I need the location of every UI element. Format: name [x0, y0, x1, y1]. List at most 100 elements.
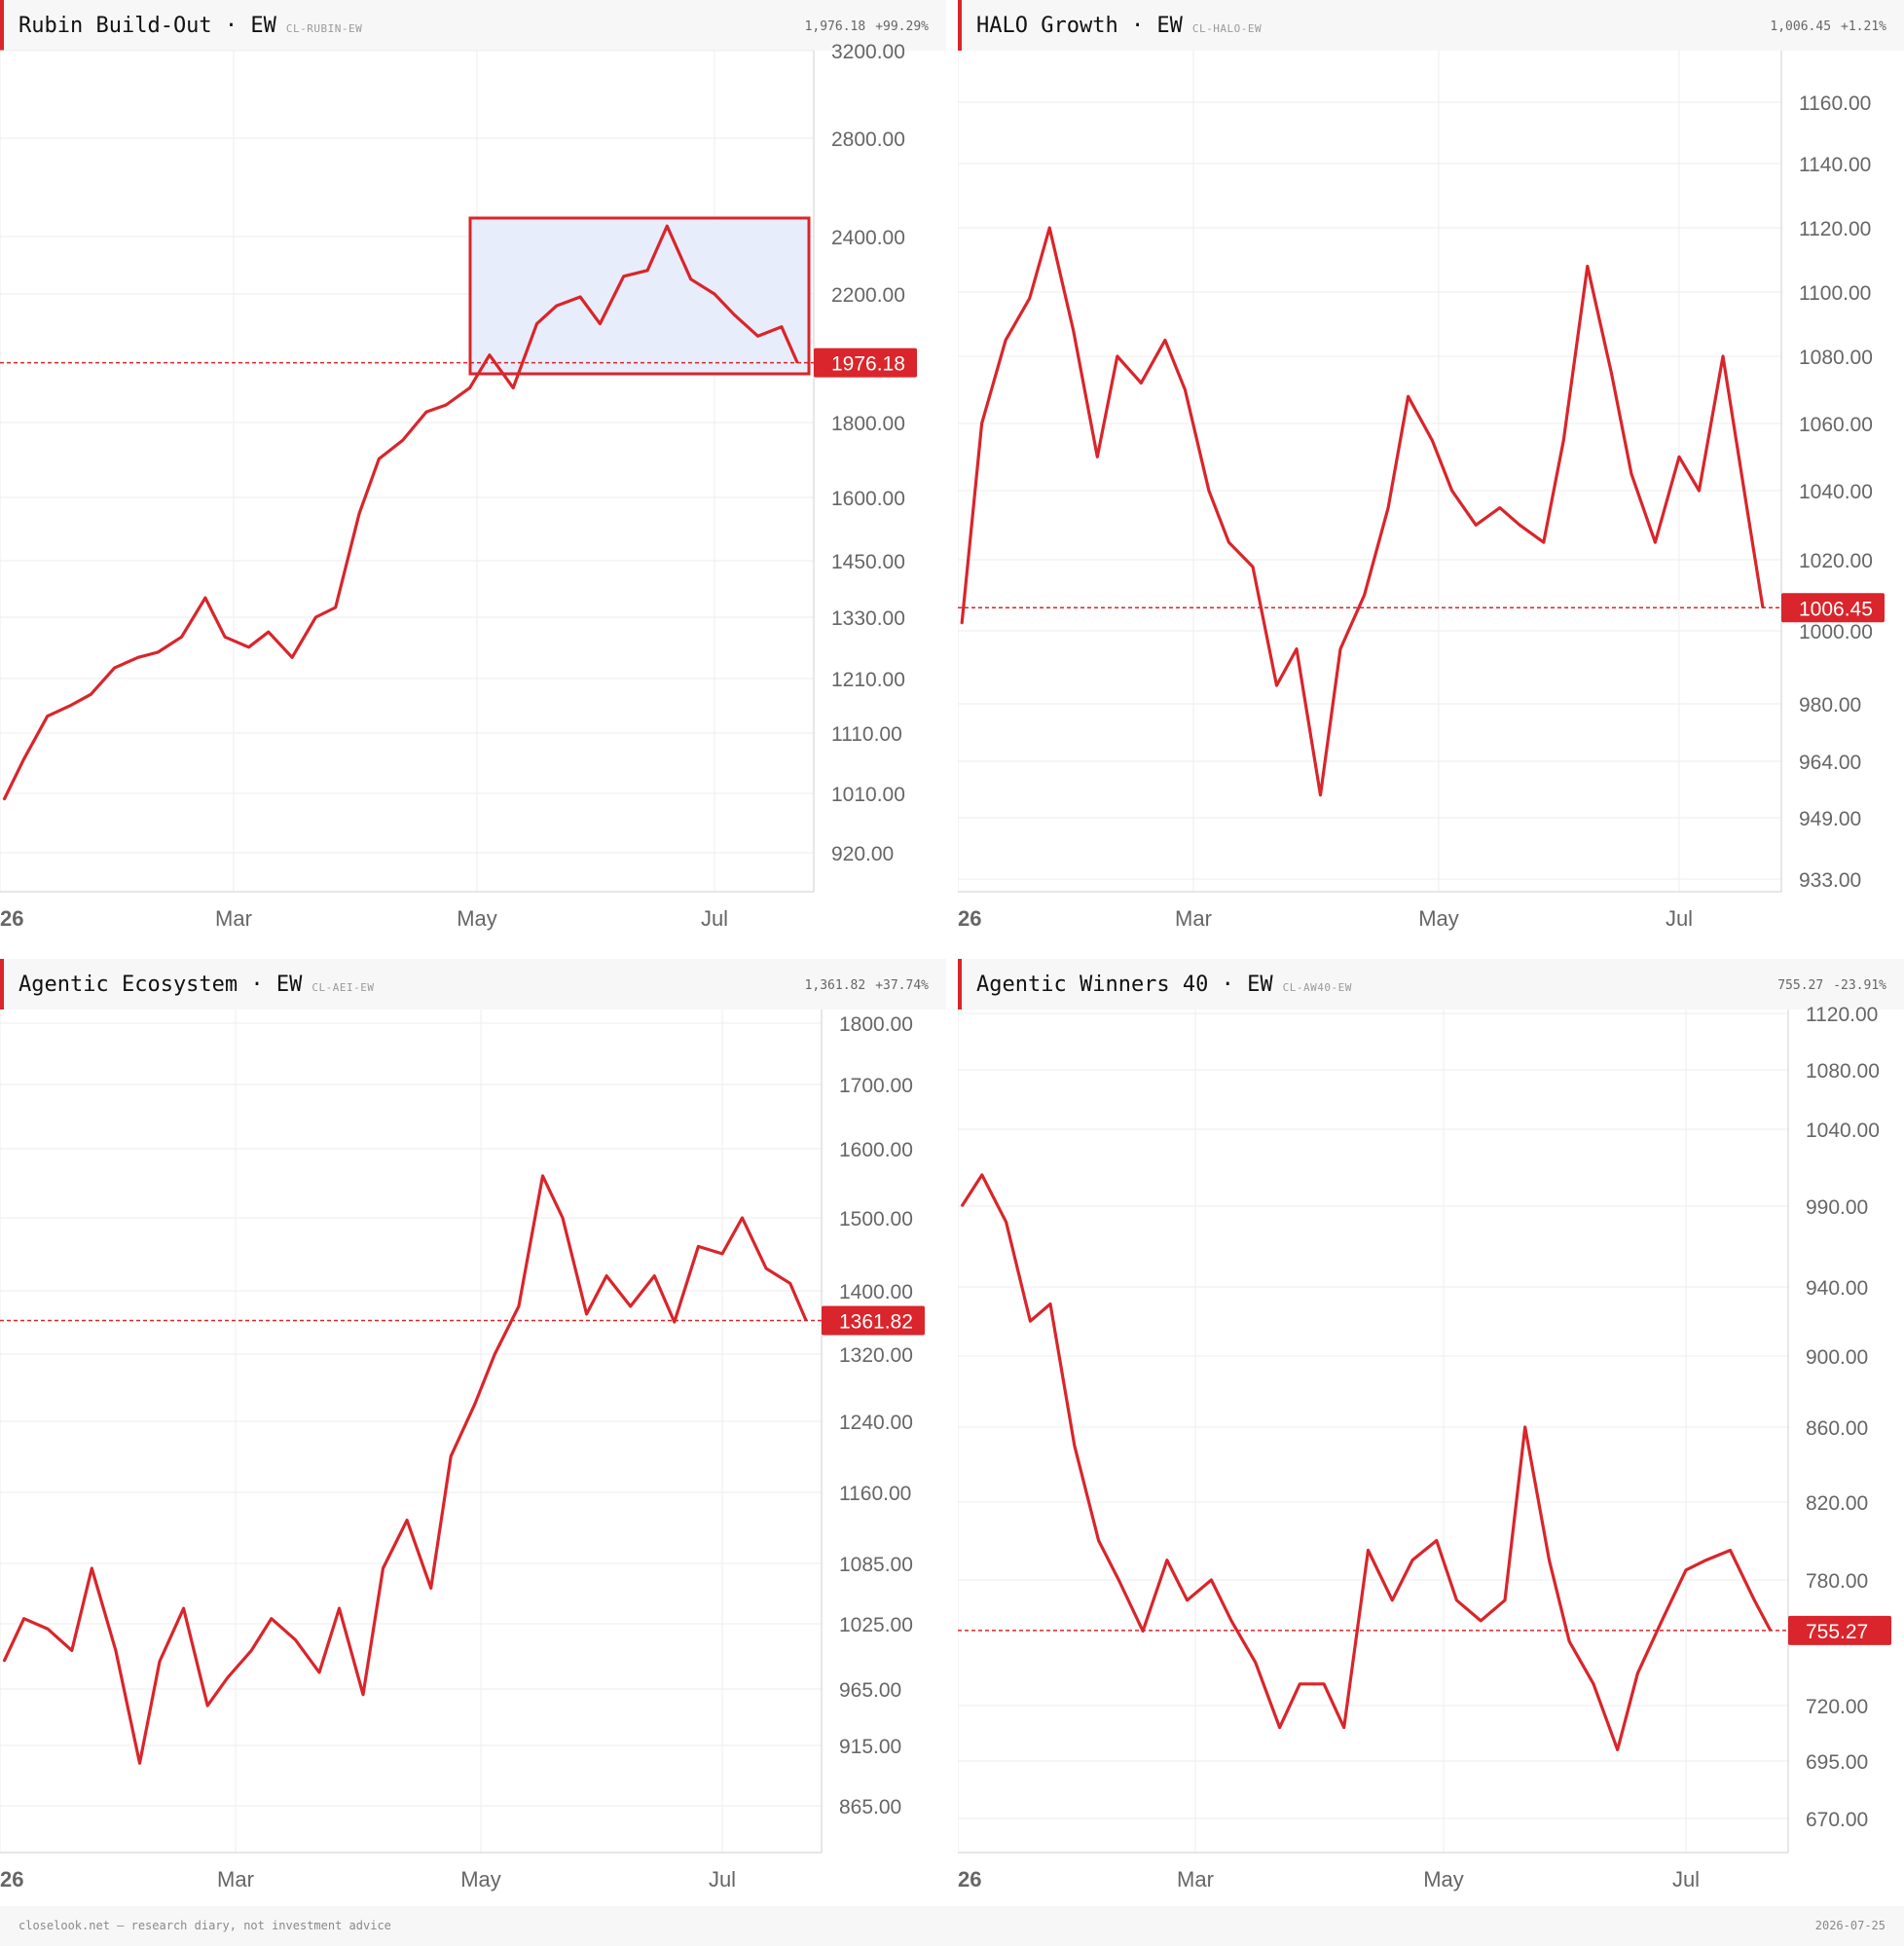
- data-point: [1407, 395, 1410, 398]
- data-point: [1319, 793, 1322, 796]
- x-tick-label: 2026: [0, 906, 23, 931]
- data-point: [468, 386, 471, 389]
- data-point: [1762, 606, 1764, 609]
- y-tick-label: 1010.00: [831, 784, 905, 806]
- last-value: 755.27: [1777, 978, 1824, 993]
- data-point: [1770, 1630, 1772, 1632]
- y-tick-label: 3200.00: [831, 41, 905, 63]
- x-tick-label: May: [1423, 1867, 1464, 1891]
- data-point: [1142, 1630, 1144, 1633]
- data-point: [961, 622, 963, 625]
- data-point: [1296, 647, 1298, 650]
- y-tick-label: 920.00: [831, 843, 894, 865]
- data-point: [47, 1628, 49, 1631]
- data-point: [1678, 456, 1680, 459]
- data-point: [629, 1305, 632, 1307]
- data-point: [314, 616, 317, 618]
- series-line[interactable]: [960, 1173, 1773, 1751]
- chart-panel: Agentic Ecosystem · EW CL-AEI-EW 1,361.82 +…: [0, 959, 946, 1905]
- index-code: CL-AEI-EW: [311, 981, 375, 994]
- data-point: [605, 1274, 607, 1277]
- data-point: [71, 1649, 73, 1652]
- data-point: [733, 313, 736, 316]
- data-point: [518, 1305, 520, 1307]
- data-point: [535, 322, 538, 325]
- data-point: [1339, 647, 1341, 650]
- y-tick-label: 933.00: [1799, 869, 1861, 892]
- data-point: [512, 386, 514, 389]
- data-point: [362, 1693, 364, 1696]
- y-tick-label: 1160.00: [839, 1483, 911, 1505]
- chart-panel: HALO Growth · EW CL-HALO-EW 1,006.45 +1.21%…: [958, 0, 1904, 946]
- data-point: [338, 1607, 341, 1609]
- data-point: [689, 278, 692, 280]
- data-point: [1363, 594, 1366, 597]
- price-tag-label: 1006.45: [1799, 598, 1873, 620]
- x-tick-label: Mar: [1175, 906, 1212, 931]
- price-tag-label: 755.27: [1806, 1621, 1868, 1643]
- highlight-box[interactable]: [468, 216, 811, 376]
- data-point: [1117, 1579, 1120, 1581]
- y-tick-label: 1160.00: [1799, 92, 1871, 115]
- series-line[interactable]: [2, 1174, 808, 1765]
- data-point: [765, 1267, 767, 1269]
- data-point: [159, 1660, 161, 1663]
- data-point: [622, 275, 625, 277]
- panel-header: Rubin Build-Out · EW CL-RUBIN-EW 1,976.18 +…: [0, 0, 946, 51]
- panel-header: Agentic Ecosystem · EW CL-AEI-EW 1,361.82 +…: [0, 959, 946, 1010]
- data-point: [113, 667, 116, 669]
- data-point: [961, 1205, 963, 1207]
- data-point: [1636, 1672, 1639, 1674]
- price-tag-label: 1976.18: [831, 353, 905, 376]
- y-tick-label: 1060.00: [1799, 414, 1873, 436]
- data-point: [1499, 506, 1501, 509]
- line-chart[interactable]: 1160.00 1140.00 1120.00 1100.00 1080.00 1060.…: [958, 0, 1904, 946]
- data-point: [1096, 456, 1099, 459]
- data-point: [1431, 439, 1433, 441]
- line-chart[interactable]: 3200.00 2800.00 2400.00 2200.00 1800.00 1600.…: [0, 0, 946, 946]
- data-point: [90, 693, 92, 696]
- y-tick-label: 1020.00: [1799, 550, 1873, 572]
- series-line[interactable]: [960, 226, 1765, 797]
- accent-bar: [0, 959, 4, 1010]
- data-point: [489, 353, 491, 356]
- data-point: [721, 1253, 723, 1255]
- data-point: [46, 715, 49, 717]
- data-point: [666, 225, 669, 227]
- y-tick-label: 1000.00: [1799, 621, 1873, 643]
- x-tick-label: Jul: [1666, 906, 1693, 931]
- data-point: [1562, 439, 1565, 441]
- y-tick-label: 1320.00: [839, 1344, 913, 1367]
- data-point: [981, 1174, 983, 1176]
- y-tick-label: 915.00: [839, 1736, 901, 1758]
- x-tick-label: May: [460, 1867, 501, 1891]
- chart-panel: Rubin Build-Out · EW CL-RUBIN-EW 1,976.18 +…: [0, 0, 946, 946]
- line-chart[interactable]: 1120.00 1080.00 1040.00 990.00 940.00 900.00 8…: [958, 959, 1904, 1905]
- x-tick-label: Mar: [215, 906, 252, 931]
- index-code: CL-HALO-EW: [1191, 22, 1263, 35]
- data-point: [115, 1649, 117, 1652]
- y-tick-label: 900.00: [1806, 1346, 1868, 1369]
- data-point: [1005, 339, 1007, 342]
- line-chart[interactable]: 1800.00 1700.00 1600.00 1500.00 1400.00 1320.…: [0, 959, 946, 1905]
- last-value: 1,976.18: [804, 19, 866, 34]
- y-tick-label: 1600.00: [831, 488, 905, 510]
- data-point: [697, 1245, 700, 1248]
- data-point: [1230, 1620, 1232, 1622]
- data-point: [22, 1617, 25, 1620]
- data-point: [318, 1671, 320, 1673]
- data-point: [653, 1274, 656, 1277]
- data-point: [91, 1567, 93, 1569]
- data-point: [980, 422, 983, 424]
- data-point: [1074, 1445, 1076, 1447]
- data-point: [406, 1519, 408, 1522]
- index-name: Rubin Build-Out · EW: [18, 14, 276, 38]
- data-point: [226, 1676, 229, 1679]
- data-point: [3, 798, 5, 801]
- percent-change: -23.91%: [1833, 978, 1886, 993]
- data-point: [1630, 472, 1632, 475]
- data-point: [1616, 1748, 1619, 1751]
- data-point: [741, 1217, 744, 1219]
- panel-stats: 755.27 -23.91%: [1777, 978, 1886, 993]
- y-tick-label: 1040.00: [1806, 1120, 1880, 1142]
